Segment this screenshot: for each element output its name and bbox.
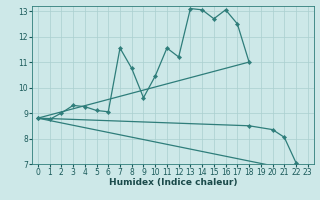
X-axis label: Humidex (Indice chaleur): Humidex (Indice chaleur) xyxy=(108,178,237,187)
